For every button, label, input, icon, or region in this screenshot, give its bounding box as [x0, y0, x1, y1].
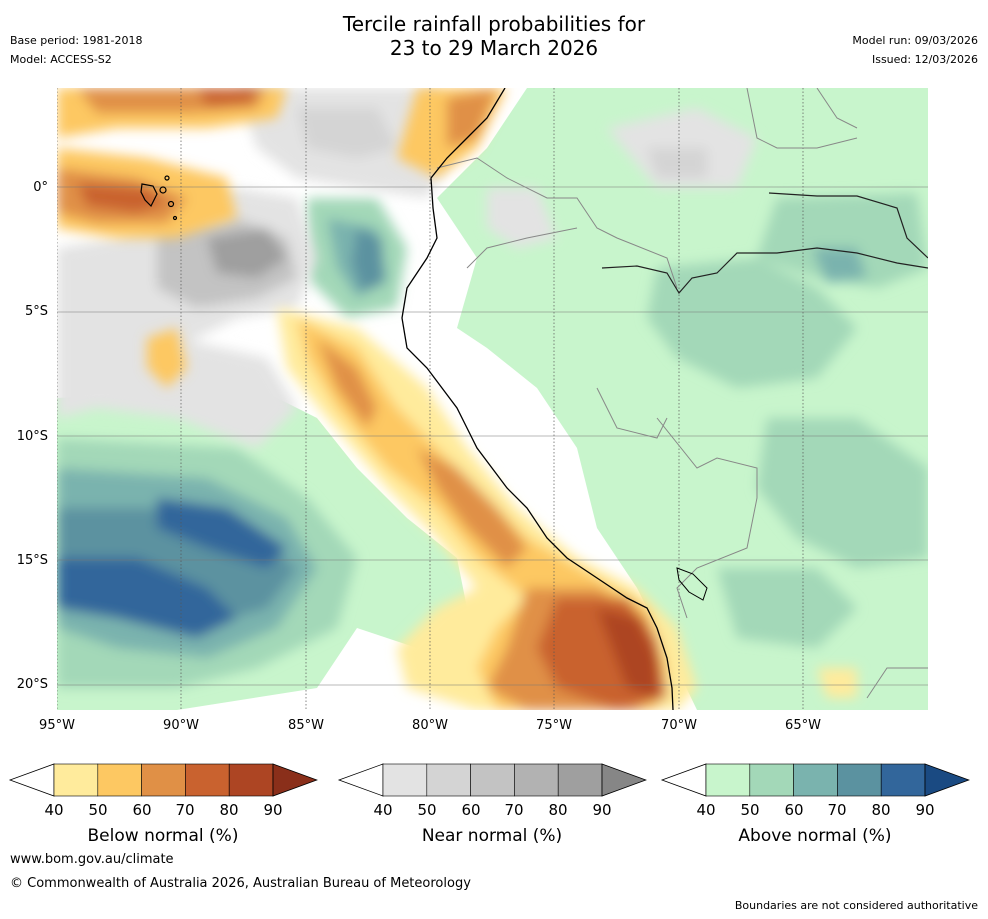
below-tick-80: 80: [219, 801, 239, 819]
above-tick-50: 50: [740, 801, 760, 819]
lon-label-70w: 70°W: [661, 718, 697, 733]
near-tick-60: 60: [461, 801, 481, 819]
near-normal-title: Near normal (%): [421, 826, 563, 846]
colorbar-legends: [8, 763, 970, 797]
coastline: [401, 88, 674, 710]
lon-label-85w: 85°W: [288, 718, 324, 733]
near-tick-90: 90: [592, 801, 612, 819]
below-tick-60: 60: [132, 801, 152, 819]
above-normal-title: Above normal (%): [738, 826, 892, 846]
model-run: Model run: 09/03/2026: [852, 34, 978, 47]
near-swatch-40-50: [382, 763, 428, 797]
above-swatch-70-80: [837, 763, 882, 797]
below-under-arrow: [8, 763, 55, 797]
above-tick-80: 80: [871, 801, 891, 819]
lon-label-90w: 90°W: [163, 718, 199, 733]
above-tick-70: 70: [827, 801, 847, 819]
near-tick-70: 70: [504, 801, 524, 819]
below-swatch-60-70: [141, 763, 186, 797]
above-tick-90: 90: [915, 801, 935, 819]
above-over-arrow: [924, 763, 970, 797]
below-swatch-40-50: [53, 763, 99, 797]
above-normal-field: [57, 88, 928, 710]
below-swatch-80-90: [228, 763, 274, 797]
above-under-arrow: [660, 763, 707, 797]
disclaimer: Boundaries are not considered authoritat…: [734, 899, 978, 912]
below-tick-50: 50: [88, 801, 108, 819]
near-over-arrow: [601, 763, 647, 797]
issued-date: Issued: 12/03/2026: [871, 53, 978, 66]
title-line-1: Tercile rainfall probabilities for: [342, 12, 646, 36]
above-swatch-60-70: [793, 763, 838, 797]
colorbar-below-normal: [8, 763, 318, 797]
lat-label-20s: 20°S: [16, 677, 48, 692]
lat-label-10s: 10°S: [16, 429, 48, 444]
map-gridlines: [57, 88, 804, 710]
lon-label-65w: 65°W: [785, 718, 821, 733]
below-normal-title: Below normal (%): [87, 826, 239, 846]
country-boundaries: [436, 88, 928, 699]
bom-url-link[interactable]: www.bom.gov.au/climate: [10, 852, 174, 867]
lon-label-80w: 80°W: [412, 718, 448, 733]
above-tick-40: 40: [696, 801, 716, 819]
near-tick-80: 80: [548, 801, 568, 819]
meta-right: Model run: 09/03/2026 Issued: 12/03/2026: [852, 31, 978, 69]
below-swatch-70-80: [185, 763, 230, 797]
below-tick-70: 70: [175, 801, 195, 819]
below-swatch-50-60: [97, 763, 142, 797]
below-tick-40: 40: [44, 801, 64, 819]
lon-label-95w: 95°W: [39, 718, 75, 733]
map-latlines: [57, 186, 928, 686]
galapagos-islands: [140, 175, 178, 221]
near-under-arrow: [337, 763, 384, 797]
near-tick-40: 40: [373, 801, 393, 819]
near-swatch-70-80: [514, 763, 559, 797]
rainfall-probability-map[interactable]: [57, 88, 928, 710]
lon-label-75w: 75°W: [536, 718, 572, 733]
below-normal-field: [57, 88, 857, 710]
lat-label-5s: 5°S: [24, 304, 48, 319]
near-swatch-50-60: [426, 763, 471, 797]
meta-left: Base period: 1981-2018 Model: ACCESS-S2: [10, 31, 142, 69]
above-tick-60: 60: [784, 801, 804, 819]
above-swatch-40-50: [705, 763, 751, 797]
colorbar-near-normal: [337, 763, 647, 797]
colorbar-above-normal: [660, 763, 970, 797]
above-swatch-50-60: [749, 763, 794, 797]
lake-titicaca: [676, 567, 708, 601]
copyright: © Commonwealth of Australia 2026, Austra…: [10, 876, 471, 891]
near-swatch-60-70: [470, 763, 515, 797]
near-normal-field: [57, 88, 757, 448]
above-swatch-80-90: [880, 763, 926, 797]
base-period: Base period: 1981-2018: [10, 34, 143, 47]
near-tick-50: 50: [417, 801, 437, 819]
chart-title: Tercile rainfall probabilities for 23 to…: [0, 12, 988, 60]
lat-label-0: 0°: [33, 180, 48, 195]
near-swatch-80-90: [557, 763, 603, 797]
lat-label-15s: 15°S: [16, 553, 48, 568]
rivers: [601, 192, 928, 295]
title-line-2: 23 to 29 March 2026: [389, 36, 599, 60]
below-over-arrow: [272, 763, 318, 797]
below-tick-90: 90: [263, 801, 283, 819]
model-name: Model: ACCESS-S2: [10, 53, 112, 66]
